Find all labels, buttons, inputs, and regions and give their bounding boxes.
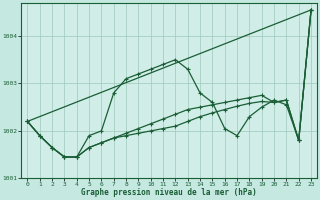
X-axis label: Graphe pression niveau de la mer (hPa): Graphe pression niveau de la mer (hPa) — [81, 188, 257, 197]
